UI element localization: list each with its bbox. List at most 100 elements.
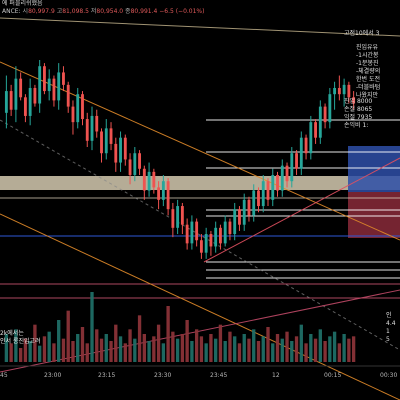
low-key: 저 — [90, 8, 97, 15]
volume-bar — [304, 343, 308, 362]
volume-bar — [223, 341, 227, 362]
candle-body — [76, 94, 80, 123]
volume-bar — [66, 310, 70, 362]
volume-bar — [299, 324, 303, 362]
candle-body — [166, 181, 170, 210]
volume-bar — [18, 348, 23, 362]
candle-body — [4, 91, 8, 113]
candle-body — [280, 165, 284, 191]
candle-body — [323, 106, 327, 123]
candle-body — [333, 87, 337, 95]
candle-body — [128, 159, 132, 175]
candle-body — [337, 87, 341, 95]
candle-body — [318, 106, 322, 138]
candle-body — [161, 181, 165, 200]
volume-bar — [33, 324, 37, 362]
candle-body — [19, 78, 23, 98]
candle-body — [347, 84, 351, 98]
volume-bar — [123, 343, 127, 362]
volume-bar — [166, 306, 170, 362]
volume-bar — [114, 324, 118, 362]
candle-body — [314, 122, 317, 138]
candle-body — [209, 234, 213, 247]
x-tick-label: 23:45 — [210, 372, 228, 379]
x-tick-label: 00:15 — [324, 372, 342, 379]
volume-bar — [294, 336, 299, 362]
volume-bar — [142, 334, 146, 362]
candle-body — [266, 181, 270, 200]
open-value: 80,997.9 — [28, 8, 55, 15]
candle-body — [214, 227, 218, 247]
volume-bar — [214, 338, 218, 362]
change-value: −6.5 (−0.01%) — [159, 8, 205, 15]
volume-bar — [233, 336, 237, 362]
candle-body — [285, 165, 289, 182]
candle-body — [38, 66, 42, 104]
candle-body — [176, 206, 180, 228]
note-volume: 2k에서는 인서 롱진입고려 — [0, 330, 41, 345]
volume-bar — [90, 292, 94, 362]
volume-bar — [247, 338, 251, 362]
volume-bar — [256, 341, 261, 362]
volume-bar — [175, 338, 180, 362]
note-entry-reasons: 진입유유 -1시간봉 -1분봉진 -체결량의 한번 도전 -더블바텀 나왔지만 — [356, 44, 381, 99]
x-tick-label: 23:30 — [154, 372, 172, 379]
volume-bar — [332, 331, 337, 362]
volume-bar — [228, 331, 232, 362]
volume-bar — [104, 334, 108, 362]
candle-body — [233, 209, 237, 235]
candle-body — [95, 115, 99, 132]
candle-body — [295, 153, 298, 169]
close-value: 80,991.4 — [130, 8, 158, 15]
volume-bar — [275, 334, 280, 362]
candle-body — [342, 84, 346, 95]
candle-body — [204, 234, 208, 253]
ohlc-legend: 에 퍼블리쉬했음 ANCE: 시80,997.9 고81,098.5 저80,9… — [0, 0, 400, 16]
candle-body — [81, 94, 84, 120]
volume-bar — [194, 329, 199, 362]
note-top-right: 고점10에서 3 — [344, 30, 380, 37]
candle-body — [252, 190, 256, 216]
volume-bar — [76, 334, 80, 362]
candle-body — [171, 209, 175, 228]
candle-body — [304, 137, 308, 154]
volume-bar — [57, 320, 61, 362]
candle-body — [47, 78, 51, 92]
candle-body — [71, 106, 75, 123]
candle-body — [90, 115, 94, 141]
volume-bar — [309, 334, 313, 362]
candle-body — [190, 221, 194, 244]
candle-body — [299, 137, 303, 169]
support-zone — [0, 176, 400, 190]
volume-bar — [133, 338, 137, 362]
volume-bar — [328, 336, 332, 362]
x-tick-label: 00:30 — [380, 372, 398, 379]
volume-bar — [156, 324, 161, 362]
high-value: 81,098.5 — [62, 8, 89, 15]
volume-bar — [161, 343, 166, 362]
candle-body — [352, 97, 356, 104]
volume-bar — [80, 327, 85, 362]
candle-body — [9, 91, 13, 110]
candle-body — [195, 221, 199, 241]
volume-bar — [261, 336, 265, 362]
volume-bar — [252, 329, 256, 362]
volume-bar — [99, 338, 104, 362]
x-tick-label: 45 — [0, 372, 8, 379]
volume-bar — [171, 331, 175, 362]
volume-bar — [280, 338, 284, 362]
candle-body — [52, 78, 56, 101]
candle-body — [219, 227, 222, 244]
volume-bar — [237, 343, 242, 362]
volume-bar — [109, 341, 113, 362]
volume-bar — [147, 341, 151, 362]
volume-bar — [190, 341, 194, 362]
low-value: 80,954.0 — [96, 8, 124, 15]
candle-body — [133, 153, 137, 175]
x-tick-label: 23:00 — [44, 372, 62, 379]
x-tick-label: 23:15 — [98, 372, 116, 379]
volume-bar — [71, 341, 75, 362]
volume-bar — [185, 320, 189, 362]
